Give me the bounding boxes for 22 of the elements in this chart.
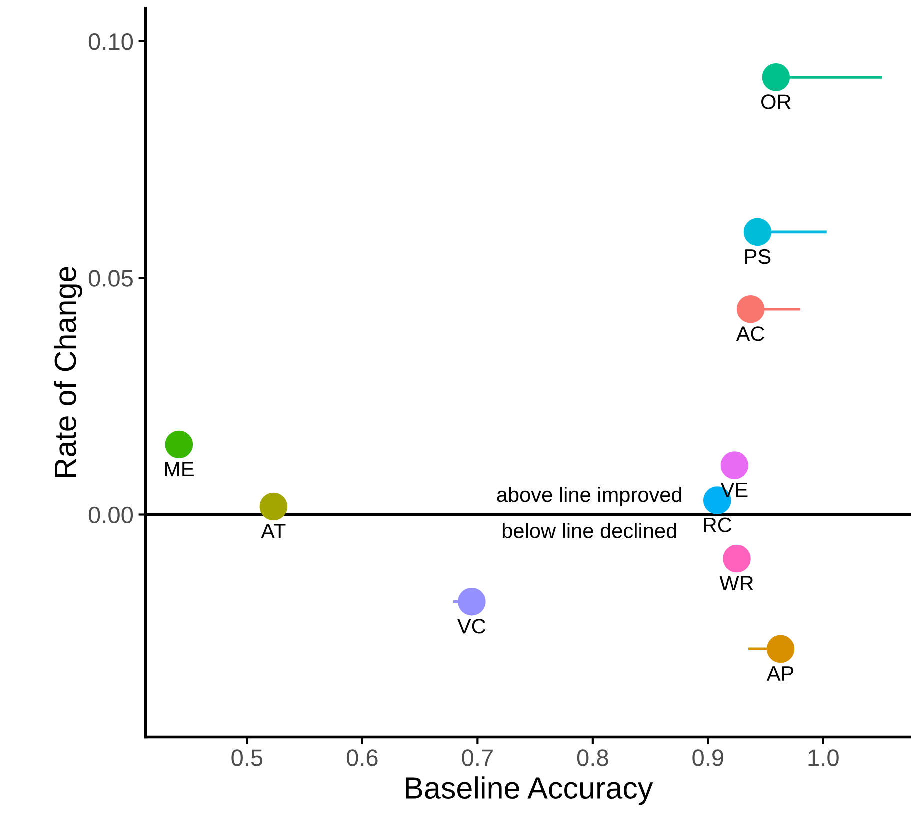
series-label: WR xyxy=(720,576,754,591)
series-label: AC xyxy=(736,326,764,342)
x-axis-title: Baseline Accuracy xyxy=(406,776,654,806)
series-label: OR xyxy=(762,94,791,110)
series-label: ME xyxy=(165,462,194,476)
series-label: PS xyxy=(746,249,771,264)
annotation: below line declined xyxy=(502,523,676,538)
y-axis-title: Rate of Change xyxy=(54,267,82,478)
annotation: above line improved xyxy=(497,486,682,506)
x-tick-label: 1.0 xyxy=(808,750,839,766)
x-tick-label: 0.9 xyxy=(692,750,724,766)
x-tick-label: 0.8 xyxy=(577,750,608,766)
series-label: AP xyxy=(766,666,794,681)
y-tick-label: 0.05 xyxy=(88,270,133,287)
series-label: VC xyxy=(458,619,486,634)
series-label: AT xyxy=(261,524,286,538)
y-tick-label: 0.00 xyxy=(88,506,134,524)
x-tick-label: 0.6 xyxy=(346,750,378,766)
y-tick-label: 0.10 xyxy=(88,34,134,50)
series-label: RC xyxy=(704,518,732,533)
x-tick-label: 0.7 xyxy=(462,750,493,766)
x-tick-label: 0.5 xyxy=(232,750,263,766)
